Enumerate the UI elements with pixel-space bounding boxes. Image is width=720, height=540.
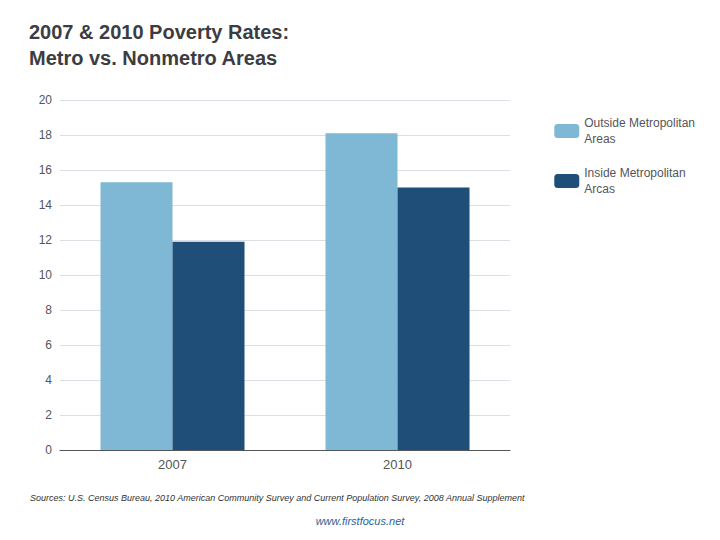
svg-text:18: 18 (39, 128, 53, 142)
svg-text:Arcas: Arcas (584, 182, 615, 196)
svg-text:Areas: Areas (584, 132, 615, 146)
svg-text:2: 2 (45, 408, 52, 422)
svg-text:www.firstfocus.net: www.firstfocus.net (316, 515, 406, 527)
svg-text:20: 20 (39, 93, 53, 107)
svg-text:Inside Metropolitan: Inside Metropolitan (584, 166, 685, 180)
svg-text:10: 10 (39, 268, 53, 282)
svg-text:Outside Metropolitan: Outside Metropolitan (584, 116, 695, 130)
svg-text:14: 14 (39, 198, 53, 212)
svg-text:8: 8 (45, 303, 52, 317)
svg-text:2010: 2010 (383, 457, 412, 472)
svg-text:0: 0 (45, 443, 52, 457)
svg-text:Metro vs. Nonmetro Areas: Metro vs. Nonmetro Areas (29, 47, 277, 69)
svg-text:12: 12 (39, 233, 53, 247)
svg-text:16: 16 (39, 163, 53, 177)
svg-text:Sources: U.S. Census Bureau, 2: Sources: U.S. Census Bureau, 2010 Americ… (30, 493, 525, 503)
svg-text:4: 4 (45, 373, 52, 387)
svg-text:2007: 2007 (158, 457, 187, 472)
svg-text:6: 6 (45, 338, 52, 352)
svg-text:2007 & 2010 Poverty Rates:: 2007 & 2010 Poverty Rates: (29, 21, 289, 43)
